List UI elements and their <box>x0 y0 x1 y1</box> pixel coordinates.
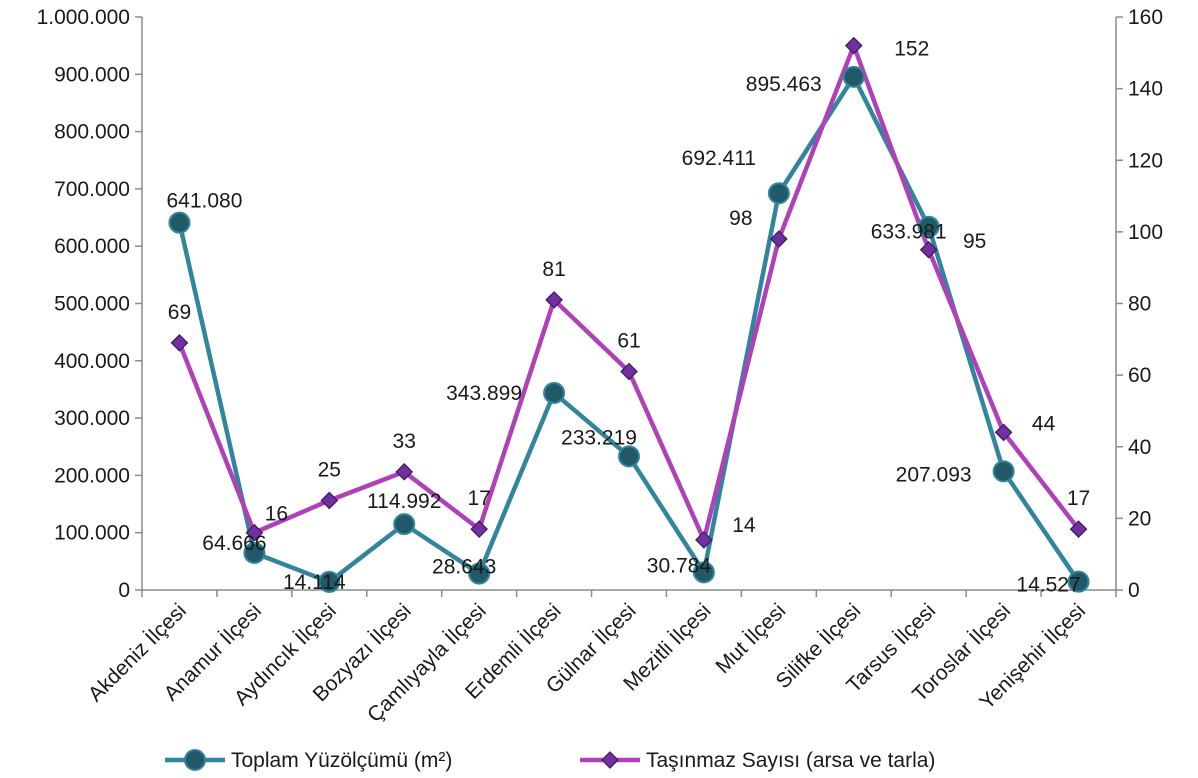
y-left-tick-label: 900.000 <box>54 63 130 86</box>
point-toplam-yuzolcumu <box>393 513 416 536</box>
data-label-toplam-yuzolcumu: 114.992 <box>367 490 441 513</box>
y-left-tick-label: 400.000 <box>54 350 130 373</box>
y-right-tick-label: 0 <box>1128 579 1140 602</box>
point-tasinmaz-sayisi <box>320 491 339 510</box>
point-toplam-yuzolcumu <box>992 460 1015 483</box>
y-right-tick-label: 120 <box>1128 149 1163 172</box>
y-left-tick-label: 500.000 <box>54 293 130 316</box>
y-left-tick-label: 0 <box>118 579 130 602</box>
y-right-tick-label: 80 <box>1128 293 1151 316</box>
legend-marker-1 <box>601 751 619 769</box>
point-tasinmaz-sayisi <box>1069 520 1088 538</box>
y-left-tick-label: 600.000 <box>54 235 130 258</box>
point-tasinmaz-sayisi <box>844 36 863 55</box>
data-label-toplam-yuzolcumu: 692.411 <box>682 147 756 170</box>
data-label-tasinmaz-sayisi: 152 <box>894 38 929 61</box>
point-toplam-yuzolcumu <box>767 182 790 205</box>
y-right-tick-label: 60 <box>1128 364 1151 387</box>
data-label-toplam-yuzolcumu: 28.643 <box>432 556 496 579</box>
point-toplam-yuzolcumu <box>543 381 566 404</box>
data-label-toplam-yuzolcumu: 14.114 <box>283 571 346 594</box>
point-toplam-yuzolcumu <box>618 445 640 468</box>
point-tasinmaz-sayisi <box>545 291 563 309</box>
point-toplam-yuzolcumu <box>917 215 940 238</box>
point-tasinmaz-sayisi <box>620 362 638 381</box>
legend-marker-0 <box>184 749 206 771</box>
point-tasinmaz-sayisi <box>695 531 713 549</box>
data-label-tasinmaz-sayisi: 33 <box>393 430 416 453</box>
data-label-toplam-yuzolcumu: 30.784 <box>647 554 712 577</box>
data-label-toplam-yuzolcumu: 14.527 <box>1016 574 1080 597</box>
y-right-tick-label: 160 <box>1128 6 1163 29</box>
point-tasinmaz-sayisi <box>470 520 489 538</box>
y-left-tick-label: 1.000.000 <box>37 6 130 29</box>
point-tasinmaz-sayisi <box>395 462 414 481</box>
y-right-tick-label: 100 <box>1128 221 1163 244</box>
data-label-tasinmaz-sayisi: 61 <box>617 330 640 353</box>
data-label-toplam-yuzolcumu: 233.219 <box>561 426 637 449</box>
data-label-tasinmaz-sayisi: 44 <box>1032 412 1056 435</box>
y-right-tick-label: 20 <box>1128 507 1151 530</box>
point-tasinmaz-sayisi <box>170 334 189 352</box>
data-label-tasinmaz-sayisi: 17 <box>1067 487 1090 510</box>
data-label-tasinmaz-sayisi: 14 <box>732 514 756 537</box>
y-right-tick-label: 140 <box>1128 78 1163 101</box>
data-label-toplam-yuzolcumu: 633.981 <box>871 221 947 244</box>
y-left-tick-label: 700.000 <box>54 178 130 201</box>
data-label-tasinmaz-sayisi: 16 <box>265 503 288 526</box>
data-label-toplam-yuzolcumu: 895.463 <box>746 73 822 96</box>
point-tasinmaz-sayisi <box>919 240 938 259</box>
legend-label-1: Taşınmaz Sayısı (arsa ve tarla) <box>646 749 935 772</box>
point-tasinmaz-sayisi <box>245 523 264 542</box>
y-left-tick-label: 300.000 <box>54 407 130 430</box>
point-toplam-yuzolcumu <box>1067 570 1090 593</box>
data-label-tasinmaz-sayisi: 81 <box>542 258 565 281</box>
data-label-toplam-yuzolcumu: 207.093 <box>896 463 972 486</box>
point-toplam-yuzolcumu <box>168 211 191 234</box>
point-tasinmaz-sayisi <box>769 230 788 248</box>
point-toplam-yuzolcumu <box>842 65 865 88</box>
y-left-tick-label: 100.000 <box>54 522 130 545</box>
data-label-toplam-yuzolcumu: 64.666 <box>202 532 266 555</box>
y-right-tick-label: 40 <box>1128 436 1151 459</box>
data-label-tasinmaz-sayisi: 98 <box>729 207 752 230</box>
data-label-tasinmaz-sayisi: 95 <box>963 230 986 253</box>
y-left-tick-label: 200.000 <box>54 464 130 487</box>
data-label-tasinmaz-sayisi: 69 <box>168 301 191 324</box>
point-toplam-yuzolcumu <box>243 541 266 564</box>
legend-label-0: Toplam Yüzölçümü (m²) <box>231 749 452 772</box>
point-toplam-yuzolcumu <box>468 562 491 585</box>
data-label-tasinmaz-sayisi: 25 <box>318 458 341 481</box>
data-label-toplam-yuzolcumu: 343.899 <box>446 382 522 405</box>
y-left-tick-label: 800.000 <box>54 121 130 144</box>
x-category-label: Mut İlçesi <box>711 599 790 678</box>
point-tasinmaz-sayisi <box>994 423 1013 442</box>
data-label-tasinmaz-sayisi: 17 <box>467 487 490 510</box>
data-label-toplam-yuzolcumu: 641.080 <box>167 190 243 213</box>
point-toplam-yuzolcumu <box>692 561 715 584</box>
point-toplam-yuzolcumu <box>318 570 341 593</box>
